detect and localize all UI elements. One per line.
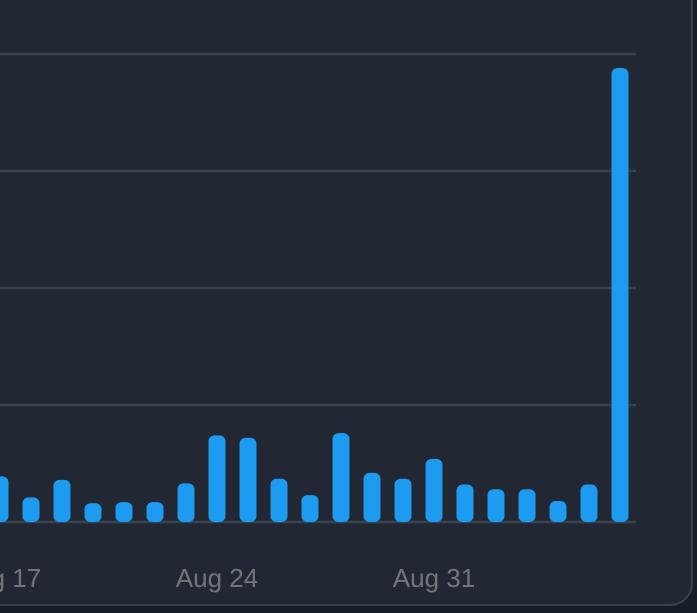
bar xyxy=(332,433,350,522)
bar xyxy=(611,68,629,522)
bar xyxy=(518,489,536,522)
x-tick-label: Aug 31 xyxy=(393,563,475,593)
bar xyxy=(177,483,195,522)
bar xyxy=(84,503,102,522)
bar xyxy=(115,502,133,522)
bar xyxy=(0,476,9,522)
bar xyxy=(487,489,505,522)
bar xyxy=(394,478,412,522)
bar xyxy=(580,484,598,522)
bar xyxy=(239,437,257,522)
bar xyxy=(425,458,443,522)
bar xyxy=(456,484,474,522)
bar xyxy=(208,435,226,522)
bar xyxy=(301,495,319,522)
bar xyxy=(270,478,288,522)
x-tick-label: Aug 17 xyxy=(0,563,41,593)
x-tick-label: Aug 24 xyxy=(176,563,258,593)
bars xyxy=(0,68,629,522)
bar xyxy=(53,479,71,522)
bar xyxy=(22,497,40,522)
bar xyxy=(549,500,567,522)
bar xyxy=(363,472,381,522)
bar xyxy=(146,502,164,522)
x-axis: Aug 17 Aug 24 Aug 31 xyxy=(0,563,475,593)
